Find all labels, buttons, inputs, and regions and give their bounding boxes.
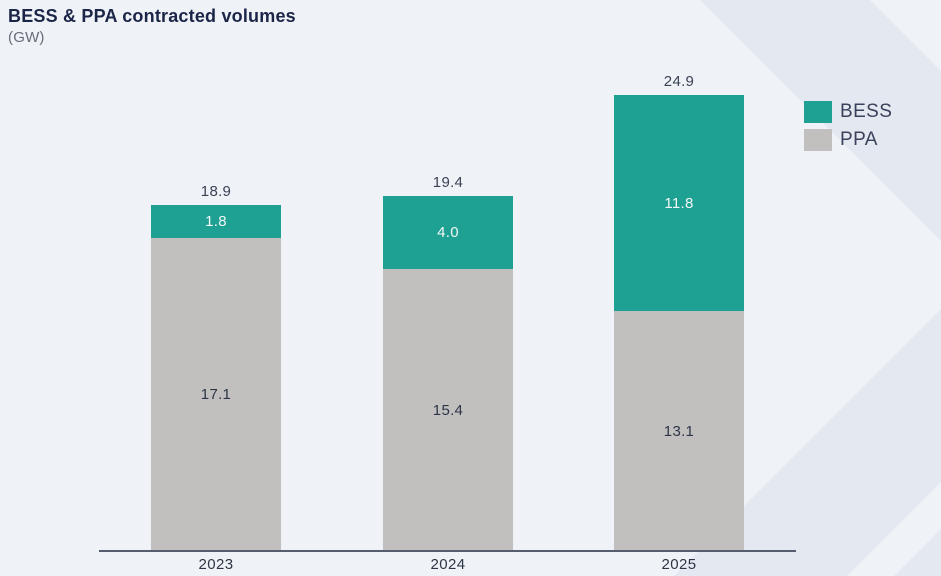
chevron-stripe-corner <box>894 529 941 576</box>
bar-segment-bess-2024: 4.0 <box>383 196 513 269</box>
chart-header: BESS & PPA contracted volumes (GW) <box>8 4 296 47</box>
legend-item-bess: BESS <box>804 101 892 123</box>
legend-label-bess: BESS <box>840 101 893 122</box>
x-axis-label-2024: 2024 <box>430 556 466 573</box>
bar-value-label: 4.0 <box>437 224 459 241</box>
x-axis-line <box>99 550 796 552</box>
bar-group-2023: 18.9 1.8 17.1 <box>151 183 281 551</box>
x-axis-label-2025: 2025 <box>661 556 697 573</box>
bar-group-2024: 19.4 4.0 15.4 <box>383 174 513 551</box>
bar-segment-ppa-2025: 13.1 <box>614 311 744 551</box>
bar-value-label: 13.1 <box>663 422 695 440</box>
bar-group-2025: 24.9 11.8 13.1 <box>614 73 744 551</box>
bar-total-label-2023: 18.9 <box>200 183 232 200</box>
bar-total-label-2025: 24.9 <box>663 73 695 90</box>
bar-value-label: 11.8 <box>664 194 694 212</box>
legend-label-ppa: PPA <box>840 129 878 150</box>
bar-segment-bess-2025: 11.8 <box>614 95 744 311</box>
legend-swatch-ppa-icon <box>804 129 832 151</box>
bar-segment-ppa-2023: 17.1 <box>151 238 281 551</box>
bar-value-label: 17.1 <box>200 386 232 403</box>
bar-total-label-2024: 19.4 <box>432 174 464 191</box>
bar-value-label: 1.8 <box>205 213 227 230</box>
legend-item-ppa: PPA <box>804 129 892 151</box>
page-title: BESS & PPA contracted volumes <box>8 6 296 26</box>
chart-legend: BESS PPA <box>804 101 892 151</box>
x-axis-label-2023: 2023 <box>198 556 234 573</box>
page-subtitle: (GW) <box>8 29 45 46</box>
bar-segment-bess-2023: 1.8 <box>151 205 281 238</box>
bar-segment-ppa-2024: 15.4 <box>383 269 513 551</box>
bar-value-label: 15.4 <box>432 401 464 419</box>
legend-swatch-bess-icon <box>804 101 832 123</box>
